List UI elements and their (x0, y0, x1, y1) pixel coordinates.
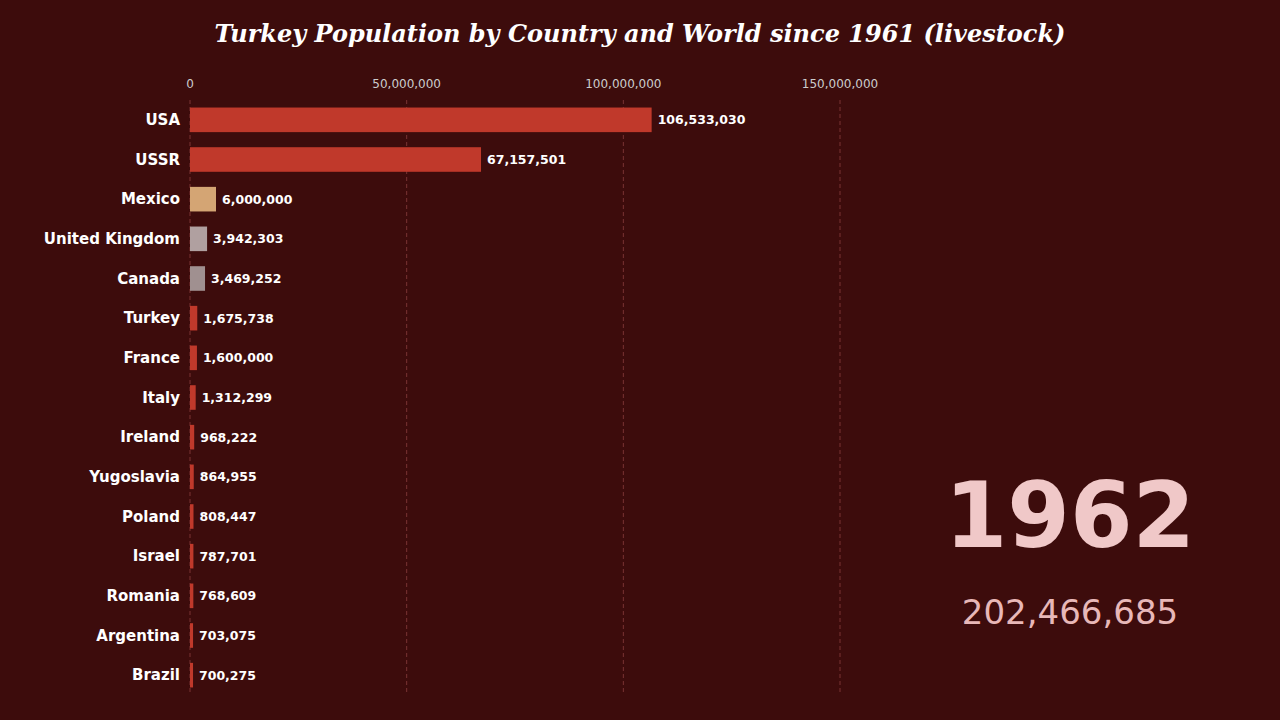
bar (190, 147, 481, 172)
bars (190, 108, 652, 688)
year-annotation: 1962 (945, 463, 1196, 568)
category-label: Argentina (96, 627, 180, 645)
bar (190, 187, 216, 212)
tick-label: 0 (186, 77, 194, 91)
data-label: 106,533,030 (658, 112, 746, 127)
grid-line (406, 100, 407, 695)
data-label: 968,222 (200, 430, 257, 445)
category-label: Brazil (132, 666, 180, 684)
bar (190, 227, 207, 252)
category-label: Romania (106, 587, 180, 605)
data-label: 808,447 (200, 509, 257, 524)
bar (190, 465, 194, 490)
bar (190, 346, 197, 371)
category-label: Turkey (124, 309, 180, 327)
bar (190, 663, 193, 688)
data-label: 6,000,000 (222, 192, 293, 207)
title: Turkey Population by Country and World s… (215, 19, 1066, 48)
tick-label: 150,000,000 (802, 77, 878, 91)
bar (190, 108, 652, 133)
data-label: 3,942,303 (213, 231, 283, 246)
category-label: Ireland (120, 428, 180, 446)
data-label: 703,075 (199, 628, 256, 643)
tick-label: 50,000,000 (372, 77, 441, 91)
category-label: Yugoslavia (88, 468, 180, 486)
grid-line (840, 100, 841, 695)
data-label: 3,469,252 (211, 271, 281, 286)
data-label: 1,675,738 (203, 311, 273, 326)
data-label: 700,275 (199, 668, 256, 683)
bar (190, 385, 196, 410)
tick-label: 100,000,000 (585, 77, 661, 91)
category-label: Israel (133, 547, 180, 565)
total-annotation: 202,466,685 (962, 592, 1178, 632)
bar (190, 425, 194, 450)
category-label: Mexico (121, 190, 180, 208)
category-label: USA (145, 111, 180, 129)
grid-line (623, 100, 624, 695)
bar (190, 623, 193, 648)
bar (190, 584, 193, 609)
labels: USA 106,533,030 USSR 67,157,501 Mexico 6,000,… (44, 111, 746, 684)
category-label: United Kingdom (44, 230, 180, 248)
category-label: Italy (142, 389, 180, 407)
category-label: USSR (135, 151, 180, 169)
data-label: 768,609 (199, 588, 256, 603)
grid (190, 100, 840, 695)
data-label: 1,312,299 (202, 390, 272, 405)
data-label: 864,955 (200, 469, 257, 484)
data-label: 1,600,000 (203, 350, 274, 365)
chart: Turkey Population by Country and World s… (0, 0, 1280, 720)
bar (190, 544, 193, 569)
x-axis: 0 50,000,000 100,000,000 150,000,000 (186, 77, 878, 91)
category-label: Canada (117, 270, 180, 288)
category-label: Poland (122, 508, 180, 526)
data-label: 787,701 (199, 549, 256, 564)
category-label: France (123, 349, 180, 367)
bar (190, 266, 205, 291)
bar (190, 306, 197, 331)
data-label: 67,157,501 (487, 152, 566, 167)
bar (190, 504, 194, 529)
